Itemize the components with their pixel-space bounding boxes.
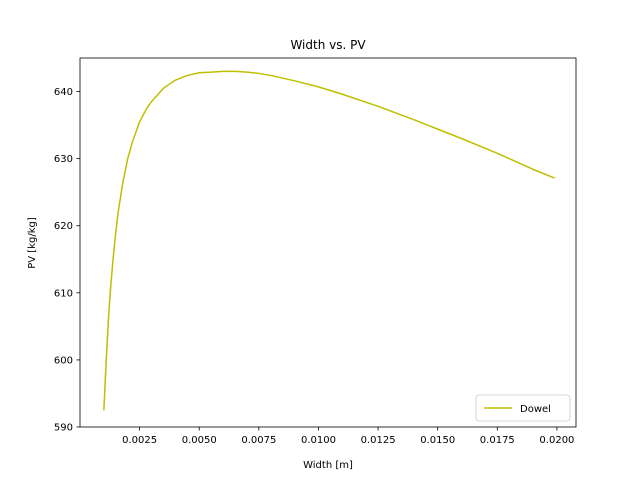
- x-tick-label: 0.0100: [301, 435, 336, 446]
- x-tick-label: 0.0150: [420, 435, 455, 446]
- plot-frame: [79, 57, 577, 428]
- y-tick-label: 610: [54, 288, 73, 299]
- legend-entry-label: Dowel: [520, 404, 551, 415]
- y-axis-label: PV [kg/kg]: [27, 217, 38, 269]
- x-tick-label: 0.0075: [241, 435, 276, 446]
- legend-box: [475, 394, 571, 422]
- x-tick-label: 0.0125: [361, 435, 396, 446]
- x-axis: 0.0025 0.0050 0.0075 0.0100 0.0125 0.0150 0.01…: [122, 427, 574, 446]
- y-tick-label: 630: [54, 154, 73, 165]
- x-axis-label: Width [m]: [303, 460, 353, 471]
- y-tick-label: 640: [54, 87, 73, 98]
- chart-title: Width vs. PV: [290, 38, 366, 52]
- series-line-0: [103, 70, 555, 411]
- y-tick-label: 620: [54, 221, 73, 232]
- y-tick-label: 590: [54, 423, 73, 434]
- x-tick-label: 0.0200: [539, 435, 574, 446]
- legend: Dowel: [475, 394, 571, 422]
- plot-area: [79, 57, 577, 428]
- x-tick-label: 0.0175: [480, 435, 515, 446]
- x-tick-label: 0.0025: [122, 435, 157, 446]
- x-tick-label: 0.0050: [182, 435, 217, 446]
- y-axis: 590 600 610 620 630 640: [54, 87, 80, 434]
- y-tick-label: 600: [54, 355, 73, 366]
